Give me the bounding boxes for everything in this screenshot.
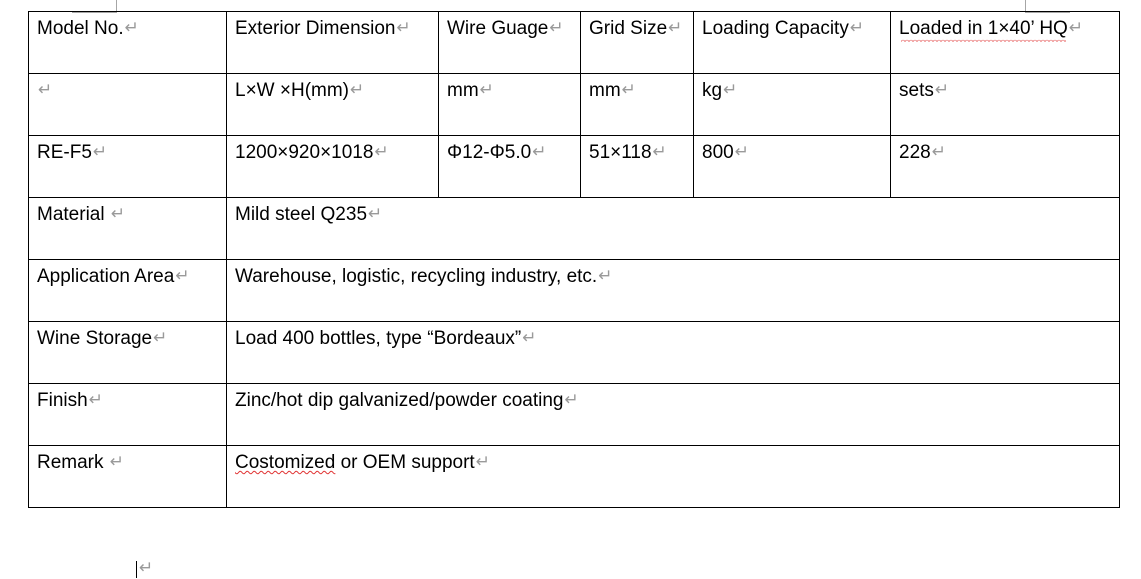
cell-value: 51×118	[589, 142, 652, 163]
pilcrow-icon: ↵	[723, 80, 738, 100]
cell-label: Material	[37, 204, 110, 225]
pilcrow-icon: ↵	[124, 18, 139, 38]
trailing-paragraph: ↵	[136, 558, 154, 578]
pilcrow-icon: ↵	[110, 204, 126, 224]
pilcrow-icon: ↵	[549, 18, 564, 38]
detail-value-wine-storage[interactable]: Load 400 bottles, type “Bordeaux”↵	[226, 321, 1120, 384]
cell-label: Grid Size	[589, 18, 668, 39]
cell-label: kg	[702, 80, 723, 101]
cell-value: RE-F5	[37, 142, 92, 163]
cell-value: Load 400 bottles, type “Bordeaux”	[235, 328, 522, 349]
detail-label-material[interactable]: Material ↵	[28, 197, 227, 260]
spec-cell-wire-guage[interactable]: Φ12-Φ5.0↵	[438, 135, 581, 198]
pilcrow-icon: ↵	[153, 328, 168, 348]
detail-label-finish[interactable]: Finish↵	[28, 383, 227, 446]
units-cell-model-no[interactable]: ↵	[28, 73, 227, 136]
cell-label: Finish	[37, 390, 88, 411]
header-cell-model-no[interactable]: Model No.↵	[28, 11, 227, 74]
pilcrow-icon: ↵	[532, 142, 547, 162]
pilcrow-icon: ↵	[934, 80, 950, 100]
cell-value: or OEM support	[335, 452, 475, 473]
header-cell-loaded-in-container[interactable]: Loaded in 1×40’ HQ↵	[890, 11, 1120, 74]
cell-value: Φ12-Φ5.0	[447, 142, 532, 163]
cell-label: Loaded in 1×40’ HQ	[899, 18, 1068, 39]
table-row-application-area: Application Area↵ Warehouse, logistic, r…	[28, 259, 1120, 322]
cell-label: Exterior Dimension	[235, 18, 396, 39]
table-row-material: Material ↵ Mild steel Q235↵	[28, 197, 1120, 260]
pilcrow-icon: ↵	[652, 142, 667, 162]
header-cell-exterior-dimension[interactable]: Exterior Dimension↵	[226, 11, 439, 74]
detail-value-material[interactable]: Mild steel Q235↵	[226, 197, 1120, 260]
pilcrow-icon: ↵	[92, 142, 108, 162]
table-row-finish: Finish↵ Zinc/hot dip galvanized/powder c…	[28, 383, 1120, 446]
detail-value-application-area[interactable]: Warehouse, logistic, recycling industry,…	[226, 259, 1120, 322]
detail-label-application-area[interactable]: Application Area↵	[28, 259, 227, 322]
units-cell-loaded-in-container[interactable]: sets↵	[890, 73, 1120, 136]
spec-cell-loaded-in-container[interactable]: 228↵	[890, 135, 1120, 198]
pilcrow-icon: ↵	[368, 204, 383, 224]
pilcrow-icon: ↵	[564, 390, 579, 410]
cell-label: mm	[447, 80, 479, 101]
header-cell-loading-capacity[interactable]: Loading Capacity↵	[693, 11, 891, 74]
header-cell-wire-guage[interactable]: Wire Guage↵	[438, 11, 581, 74]
pilcrow-icon: ↵	[479, 80, 494, 100]
detail-value-remark[interactable]: Costomized or OEM support↵	[226, 445, 1120, 508]
pilcrow-icon: ↵	[849, 18, 865, 38]
cell-label: sets	[899, 80, 934, 101]
units-cell-wire-guage[interactable]: mm↵	[438, 73, 581, 136]
pilcrow-icon: ↵	[621, 80, 636, 100]
detail-label-wine-storage[interactable]: Wine Storage↵	[28, 321, 227, 384]
pilcrow-icon: ↵	[109, 452, 125, 472]
table-row-wine-storage: Wine Storage↵ Load 400 bottles, type “Bo…	[28, 321, 1120, 384]
units-cell-grid-size[interactable]: mm↵	[580, 73, 694, 136]
pilcrow-icon: ↵	[522, 328, 537, 348]
pilcrow-icon: ↵	[598, 266, 613, 286]
cell-label: Remark	[37, 452, 109, 473]
pilcrow-icon: ↵	[734, 142, 749, 162]
pilcrow-icon: ↵	[475, 452, 490, 472]
pilcrow-icon: ↵	[350, 80, 365, 100]
cell-label: Model No.	[37, 18, 124, 39]
cell-label: Wine Storage	[37, 328, 153, 349]
cell-value: 800	[702, 142, 734, 163]
detail-value-finish[interactable]: Zinc/hot dip galvanized/powder coating↵	[226, 383, 1120, 446]
detail-label-remark[interactable]: Remark ↵	[28, 445, 227, 508]
units-cell-exterior-dimension[interactable]: L×W ×H(mm)↵	[226, 73, 439, 136]
spec-cell-model-no[interactable]: RE-F5↵	[28, 135, 227, 198]
spec-cell-grid-size[interactable]: 51×118↵	[580, 135, 694, 198]
cell-label: Wire Guage	[447, 18, 549, 39]
cell-value: 1200×920×1018	[235, 142, 374, 163]
table-row-remark: Remark ↵ Costomized or OEM support↵	[28, 445, 1120, 508]
misspelled-word: Costomized	[235, 452, 336, 473]
product-specification-table: Model No.↵ Exterior Dimension↵ Wire Guag…	[28, 11, 1120, 508]
pilcrow-icon: ↵	[88, 390, 103, 410]
units-cell-loading-capacity[interactable]: kg↵	[693, 73, 891, 136]
spec-cell-loading-capacity[interactable]: 800↵	[693, 135, 891, 198]
cell-label: mm	[589, 80, 621, 101]
cell-label: L×W ×H(mm)	[235, 80, 349, 101]
header-cell-grid-size[interactable]: Grid Size↵	[580, 11, 694, 74]
pilcrow-icon: ↵	[175, 266, 190, 286]
cell-value: Zinc/hot dip galvanized/powder coating	[235, 390, 564, 411]
cell-value: Warehouse, logistic, recycling industry,…	[235, 266, 598, 287]
table-row-spec: RE-F5↵ 1200×920×1018↵ Φ12-Φ5.0↵ 51×118↵ …	[28, 135, 1120, 198]
pilcrow-icon: ↵	[374, 142, 389, 162]
table-row-header: Model No.↵ Exterior Dimension↵ Wire Guag…	[28, 11, 1120, 74]
cell-value: 228	[899, 142, 931, 163]
pilcrow-icon: ↵	[38, 80, 53, 100]
table-row-units: ↵ L×W ×H(mm)↵ mm↵ mm↵ kg↵ sets↵	[28, 73, 1120, 136]
pilcrow-icon: ↵	[396, 18, 411, 38]
pilcrow-icon: ↵	[668, 18, 683, 38]
cell-label: Loading Capacity	[702, 18, 849, 39]
pilcrow-icon: ↵	[139, 558, 154, 578]
text-caret	[136, 560, 137, 578]
pilcrow-icon: ↵	[1068, 18, 1084, 38]
cell-value: Mild steel Q235	[235, 204, 368, 225]
cell-label: Application Area	[37, 266, 175, 287]
spec-cell-exterior-dimension[interactable]: 1200×920×1018↵	[226, 135, 439, 198]
pilcrow-icon: ↵	[931, 142, 946, 162]
